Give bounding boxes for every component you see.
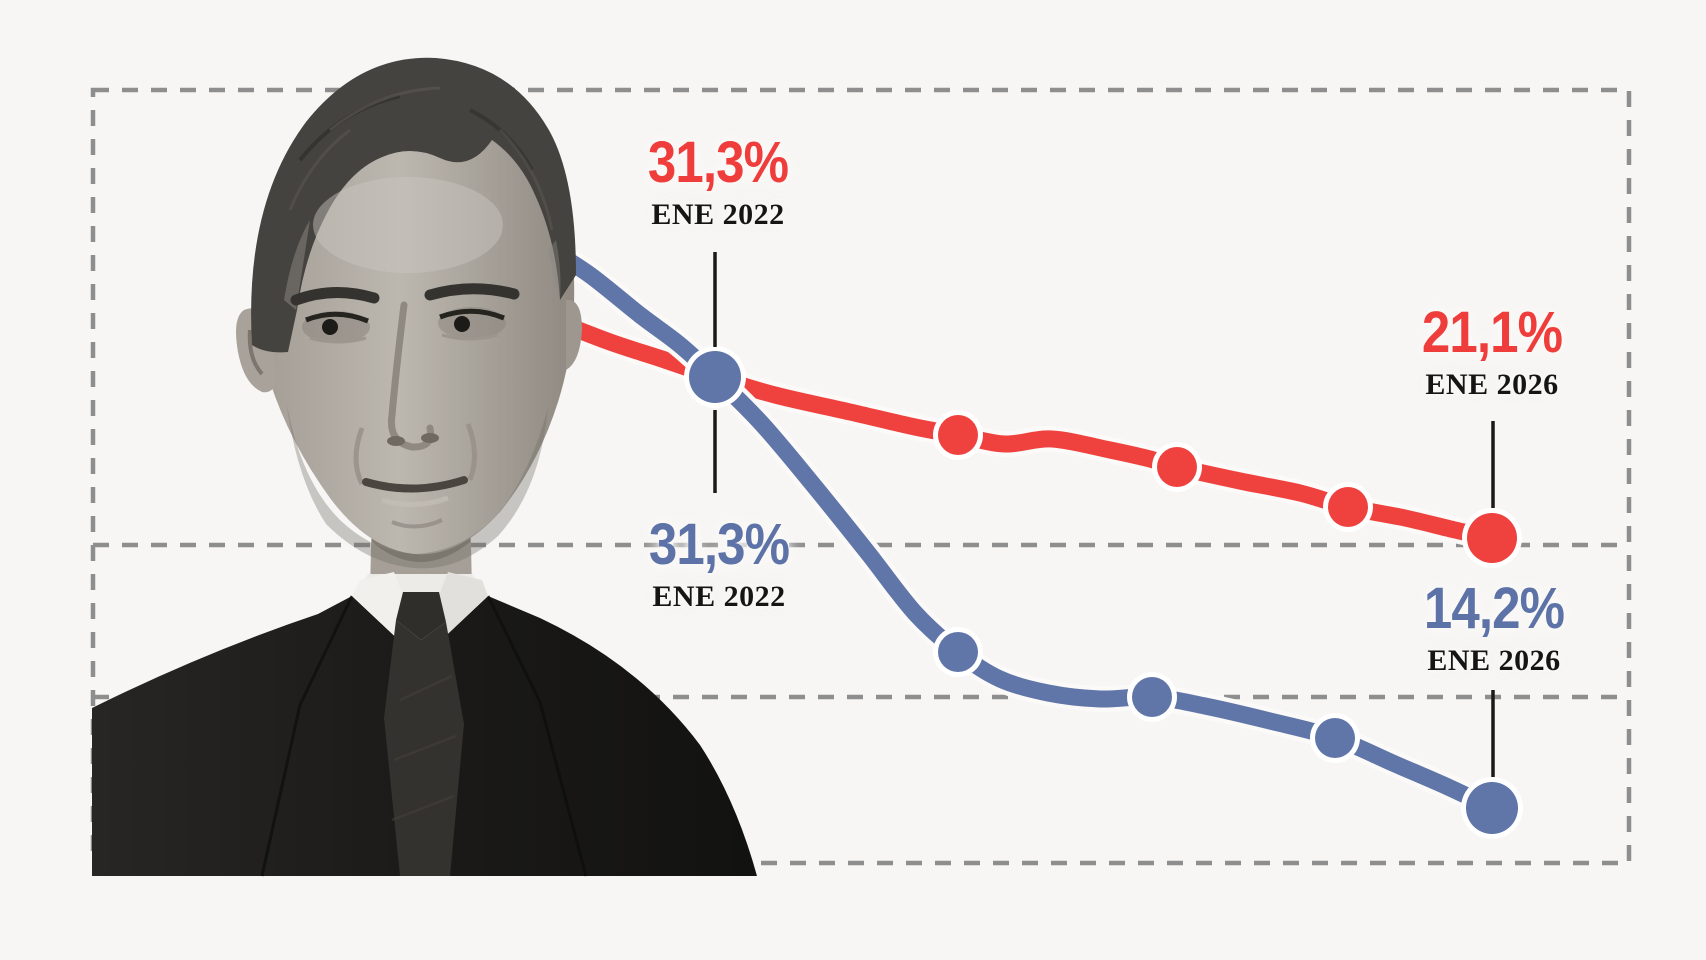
blue-data-point	[938, 632, 978, 672]
blue-end-date: ENE 2026	[1427, 644, 1561, 677]
portrait-ear-right	[566, 299, 582, 370]
portrait-eye-right	[454, 316, 470, 332]
red-end-value: 21,1%	[1421, 300, 1563, 365]
blue-start-value: 31,3%	[648, 512, 790, 577]
portrait-undereye	[441, 333, 499, 341]
portrait-nostril	[387, 436, 405, 446]
portrait-tie-texture	[391, 674, 457, 822]
label-blue-ene2022: 31,3% ENE 2022	[639, 512, 798, 614]
blue-data-point	[1315, 718, 1355, 758]
portrait-nasolabial	[353, 427, 365, 486]
portrait-lower-lip	[381, 495, 449, 508]
portrait-chin-crease	[391, 518, 443, 529]
label-red-ene2026: 21,1% ENE 2026	[1412, 300, 1571, 402]
portrait-eyebrow-left	[290, 286, 380, 306]
portrait-lapel-left	[260, 595, 354, 877]
portrait-hair-streak	[288, 128, 351, 211]
portrait-tie-knot	[396, 592, 446, 640]
blue-end-value: 14,2%	[1423, 576, 1565, 641]
label-red-ene2022: 31,3% ENE 2022	[638, 130, 797, 232]
portrait-nose	[387, 301, 435, 451]
portrait-hair-streak	[329, 86, 441, 132]
portrait-mouth	[362, 476, 468, 493]
label-blue-ene2026: 14,2% ENE 2026	[1414, 576, 1573, 678]
portrait-forehead-highlight	[313, 177, 503, 273]
portrait-ear-left-inner	[247, 329, 264, 376]
portrait-lapel-right	[486, 595, 588, 877]
red-end-date: ENE 2026	[1425, 368, 1559, 401]
dashed-border-box	[90, 87, 1632, 866]
red-start-value: 31,3%	[647, 130, 789, 195]
blue-data-point	[689, 351, 741, 403]
annotation-markers	[713, 252, 1495, 777]
portrait-undereye	[309, 336, 367, 344]
portrait-eyelid-right	[439, 308, 505, 321]
portrait-gray-temple-right	[548, 240, 561, 300]
portrait-nostril	[421, 433, 439, 443]
pedro-sanchez-photo	[92, 57, 757, 877]
red-start-date: ENE 2022	[651, 198, 785, 231]
blue-start-date: ENE 2022	[652, 580, 786, 613]
portrait-eyelid-left	[305, 311, 369, 324]
blue-data-point	[1466, 782, 1518, 834]
portrait-hair	[251, 57, 577, 353]
portrait-eye-left	[322, 319, 338, 335]
portrait-eyebrow-right	[424, 283, 520, 301]
red-data-point	[938, 415, 978, 455]
portrait-gray-temple-left	[284, 220, 310, 310]
red-data-point	[1467, 513, 1517, 563]
blue-data-point	[1132, 677, 1172, 717]
red-data-point	[1157, 447, 1197, 487]
red-data-point	[1328, 487, 1368, 527]
chart-series	[535, 235, 1523, 839]
portrait-nasolabial	[465, 423, 477, 481]
portrait-hair-streak	[498, 128, 554, 231]
